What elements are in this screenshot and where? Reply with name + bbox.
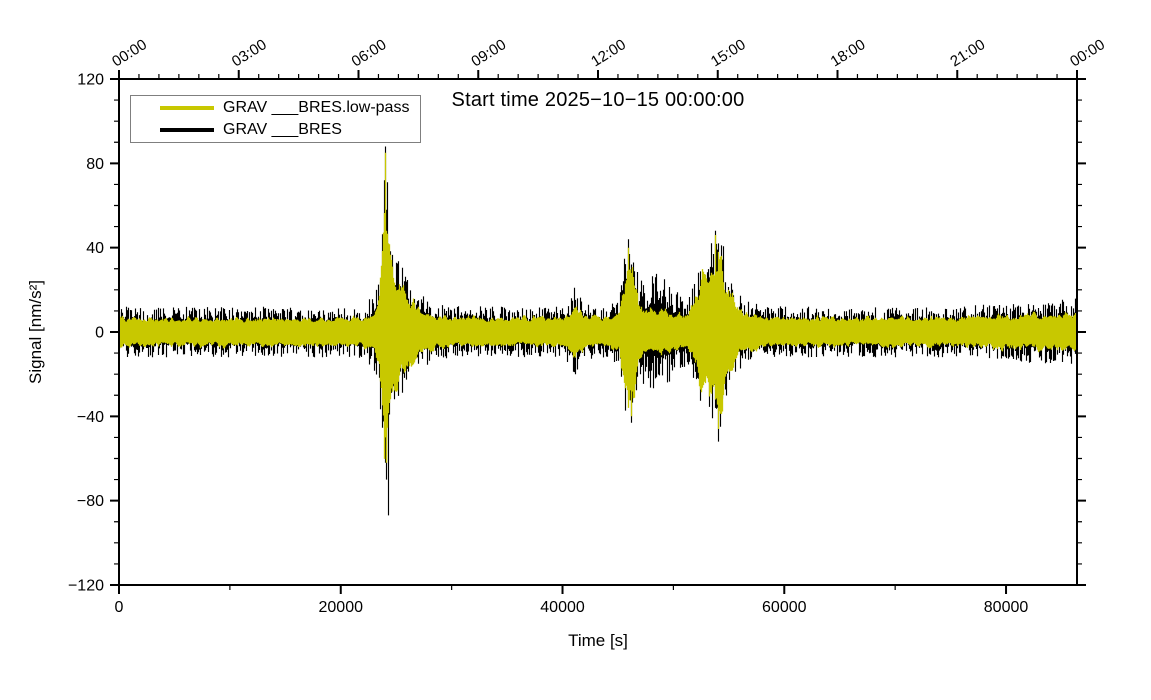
legend: GRAV ___BRES.low-pass GRAV ___BRES [130,95,421,143]
legend-entry-raw: GRAV ___BRES [131,119,420,141]
minor-ticks [114,74,1082,590]
x-tick-label: 60000 [762,599,807,616]
top-tick-label: 15:00 [708,36,749,70]
top-tick-label: 00:00 [1067,36,1108,70]
top-tick-label: 00:00 [109,36,150,70]
x-tick-label: 0 [115,599,124,616]
top-tick-label: 06:00 [349,36,390,70]
y-tick-label: 80 [86,156,104,173]
legend-label-raw: GRAV ___BRES [223,121,342,139]
waveform-layer [119,146,1077,516]
y-tick-label: −40 [77,409,104,426]
y-tick-label: 120 [77,72,104,89]
y-tick-label: 40 [86,240,104,257]
legend-label-lowpass: GRAV ___BRES.low-pass [223,98,410,116]
x-tick-label: 80000 [984,599,1029,616]
top-tick-label: 03:00 [229,36,270,70]
y-tick-label: −120 [68,578,104,595]
top-tick-label: 21:00 [947,36,988,70]
y-tick-label: 0 [95,325,104,342]
x-axis-title: Time [s] [568,631,628,650]
top-tick-label: 12:00 [588,36,629,70]
top-tick-label: 18:00 [828,36,869,70]
major-ticks [110,70,1086,594]
x-tick-label: 20000 [319,599,364,616]
top-tick-label: 09:00 [468,36,509,70]
y-tick-label: −80 [77,493,104,510]
legend-line-raw-swatch [160,128,214,133]
plot-title: Start time 2025−10−15 00:00:00 [451,89,745,111]
x-tick-label: 40000 [540,599,585,616]
legend-entry-lowpass: GRAV ___BRES.low-pass [131,97,420,119]
legend-line-lowpass-swatch [160,105,214,110]
y-axis-title: Signal [nm/s²] [26,280,45,384]
